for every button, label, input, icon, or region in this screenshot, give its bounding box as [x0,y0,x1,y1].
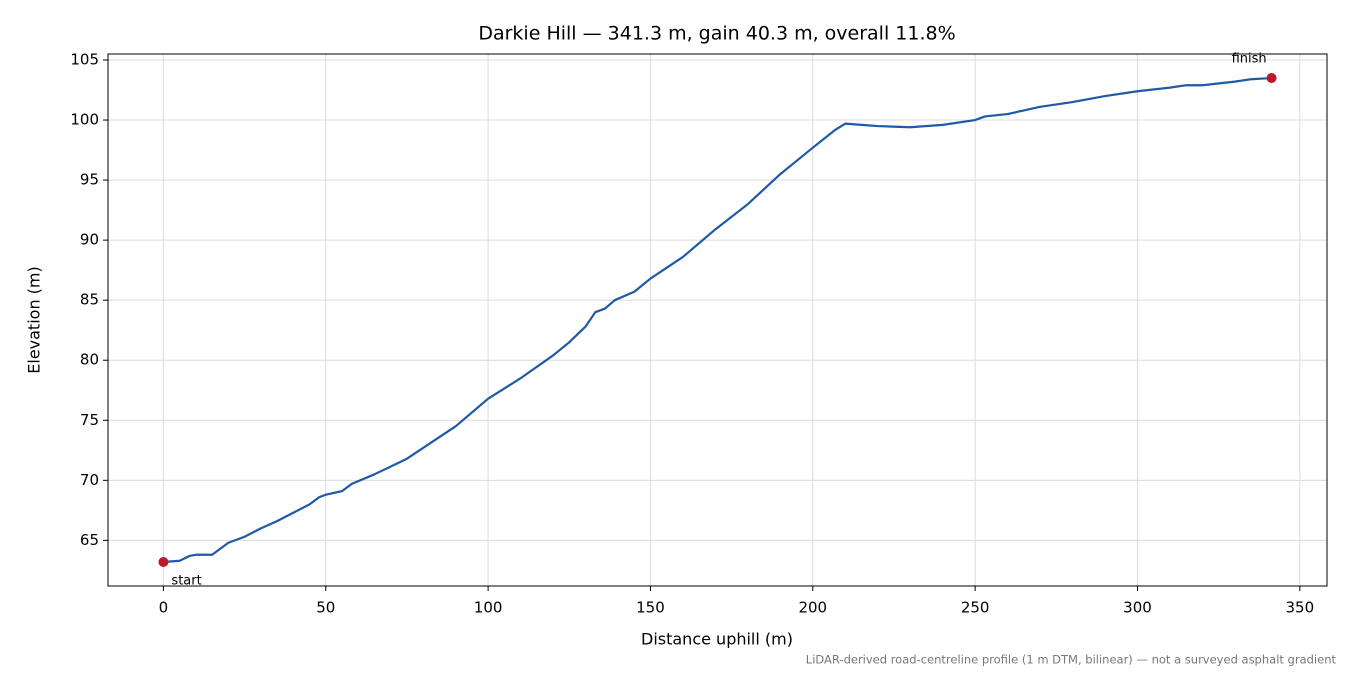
x-tick-label: 350 [1286,599,1315,617]
y-tick-label: 65 [80,531,99,549]
endpoint-label: start [171,573,201,588]
endpoint-marker [158,556,169,567]
y-tick-label: 90 [80,231,99,249]
footnote: LiDAR-derived road-centreline profile (1… [806,653,1337,667]
x-tick-label: 300 [1123,599,1152,617]
x-tick-label: 0 [159,599,169,617]
y-tick-label: 75 [80,411,99,429]
endpoint-marker [1266,73,1277,84]
y-tick-label: 85 [80,291,99,309]
x-axis-label: Distance uphill (m) [641,630,793,649]
y-tick-label: 95 [80,171,99,189]
x-tick-label: 50 [316,599,335,617]
profile-line [163,76,1272,564]
x-tick-label: 250 [961,599,990,617]
chart-title: Darkie Hill — 341.3 m, gain 40.3 m, over… [478,23,955,45]
y-tick-label: 100 [70,111,99,129]
x-tick-label: 100 [474,599,503,617]
endpoint-label: finish [1232,52,1267,67]
x-tick-label: 150 [636,599,665,617]
y-tick-label: 105 [70,51,99,69]
y-tick-label: 80 [80,351,99,369]
x-tick-label: 200 [798,599,827,617]
y-axis-label: Elevation (m) [25,266,44,373]
y-tick-label: 70 [80,471,99,489]
plot-frame [107,53,1328,587]
